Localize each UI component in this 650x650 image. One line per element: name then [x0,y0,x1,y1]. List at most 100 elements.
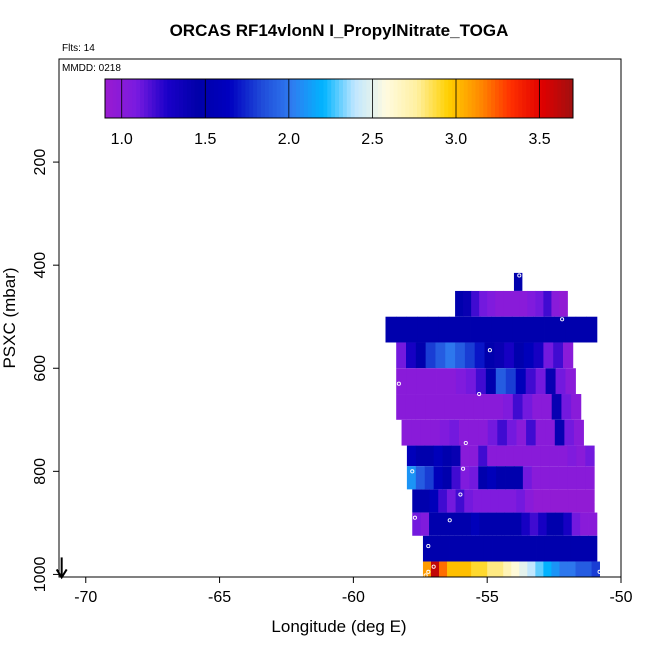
colorbar-swatch [327,79,332,118]
heatmap-cell [481,489,491,513]
colorbar-swatch [241,79,246,118]
colorbar-swatch [463,79,469,118]
heatmap-cell [425,342,436,369]
heatmap-cell [442,445,452,467]
heatmap-cell [415,445,426,467]
sample-point [412,515,417,520]
colorbar-swatch [272,79,278,118]
colorbar-swatch [108,79,114,118]
heatmap-cell [575,316,587,343]
heatmap-cell [422,535,433,562]
x-tick-label: -50 [609,589,632,606]
heatmap-cell [471,512,480,536]
heatmap-cell [549,445,559,467]
heatmap-cell [513,272,523,291]
colorbar-swatch [495,79,500,118]
heatmap-cell [487,290,496,317]
colorbar-swatch [105,79,110,118]
heatmap-cell [412,489,422,513]
heatmap-cell [448,316,460,343]
colorbar-swatch [335,79,340,118]
heatmap-cell [455,290,464,317]
heatmap-cell [479,290,488,317]
heatmap-cell [540,466,551,490]
y-tick-label: 200 [32,149,49,176]
sample-point [458,492,463,497]
colorbar-swatch [358,79,363,118]
heatmap-cell [385,316,397,343]
colorbar-swatch [179,79,184,118]
heatmap-cell [542,489,552,513]
heatmap-cell [583,561,592,577]
heatmap-cell [426,368,437,395]
colorbar-swatch [522,79,527,118]
heatmap-cell [430,419,441,446]
heatmap-cell [451,445,461,467]
heatmap-cell [459,419,469,446]
heatmap-cell [531,466,542,490]
heatmap-cell [505,445,515,467]
heatmap-cell [469,445,479,467]
heatmap-cell [588,535,598,562]
heatmap-cell [435,394,446,420]
sample-point [594,500,599,505]
colorbar-swatch [120,79,125,118]
colorbar-swatch [116,79,122,118]
colorbar-swatch [132,79,137,118]
y-tick-label: 800 [32,458,49,485]
colorbar-swatch [471,79,476,118]
ground-arrow-head [55,568,68,580]
sample-point [461,466,466,471]
colorbar-swatch [502,79,508,118]
heatmap-cell [495,368,507,395]
sample-point [597,556,602,562]
colorbar-swatch [514,79,519,118]
heatmap-cell [444,394,455,420]
colorbar-swatch [491,79,496,118]
heatmap-cell [538,512,547,536]
heatmap-cell [457,535,467,562]
heatmap-cell [522,394,533,420]
heatmap-cell [415,342,427,369]
sample-point [447,518,452,523]
heatmap-cell [516,489,526,513]
y-tick-label: 400 [32,252,49,279]
colorbar-swatch [202,79,207,118]
colorbar-swatch [296,79,301,118]
colorbar-swatch [534,79,539,118]
heatmap-cell [522,445,533,467]
colorbar-swatch [456,79,461,118]
data-layer [385,272,600,577]
heatmap-cell [490,489,500,513]
heatmap-cell [545,368,556,395]
heatmap-cell [474,342,485,369]
colorbar-swatch [136,79,141,118]
colorbar-swatch [175,79,180,118]
heatmap-cell [503,394,514,420]
colorbar-swatch [163,79,168,118]
heatmap-cell [438,316,450,343]
heatmap-cell [558,445,568,467]
heatmap-cell [585,445,595,467]
colorbar-swatch [354,79,359,118]
heatmap-cell [564,419,575,446]
heatmap-cell [565,316,577,343]
heatmap-cell [406,368,417,395]
heatmap-cell [406,466,417,490]
heatmap-cell [478,445,488,467]
heatmap-cell [504,342,515,369]
heatmap-cell [472,489,482,513]
heatmap-cell [449,535,459,562]
heatmap-cell [493,394,504,420]
heatmap-cell [554,512,564,536]
heatmap-cell [588,512,598,536]
colorbar-swatch [401,79,406,118]
heatmap-cell [464,394,475,420]
sample-point [487,348,492,353]
sample-point [517,273,522,278]
heatmap-cell [571,512,581,536]
heatmap-cell [471,290,480,317]
heatmap-cell [521,512,531,536]
colorbar-swatch [561,79,566,118]
colorbar-swatch [237,79,242,118]
